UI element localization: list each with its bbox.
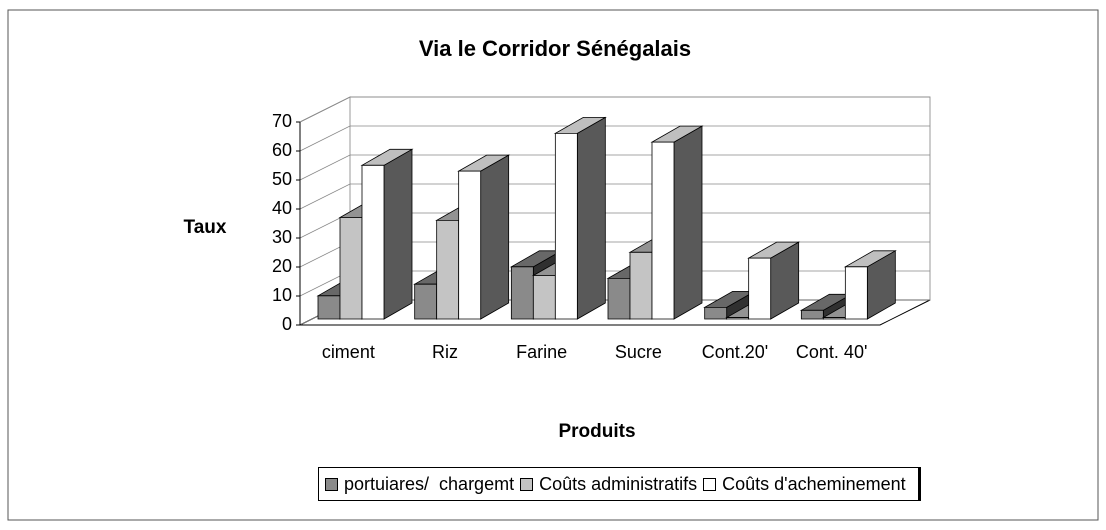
bar-front (436, 219, 460, 320)
legend-item: Coûts d'acheminement (703, 474, 906, 495)
bar-front (726, 317, 750, 320)
y-tick-label: 10 (272, 285, 292, 305)
bar-front (748, 257, 772, 320)
y-tick-label: 60 (272, 140, 292, 160)
bar-front (844, 266, 868, 320)
bar-side (673, 125, 703, 320)
y-tick-label: 20 (272, 256, 292, 276)
bar-front (607, 277, 631, 320)
legend-item: Coûts administratifs (520, 474, 697, 495)
legend-label: portuiares/ chargemt (344, 473, 515, 494)
x-tick-label: Riz (432, 342, 458, 362)
x-tick-label: Sucre (614, 342, 662, 362)
bar-front (361, 164, 385, 320)
bar (457, 154, 511, 320)
x-axis-label: Produits (558, 421, 635, 442)
x-tick-label: Cont.20' (701, 342, 769, 362)
y-axis-label: Taux (184, 217, 227, 238)
chart-border (7, 9, 1099, 521)
legend-swatch (520, 477, 534, 491)
bar-front (339, 217, 363, 320)
y-tick-label: 0 (282, 314, 292, 334)
bar-front (704, 306, 728, 320)
x-tick-label: Farine (516, 342, 568, 362)
x-tick-label: Cont. 40' (795, 342, 868, 362)
bar-front (510, 266, 534, 320)
chart-title: Via le Corridor Sénégalais (419, 36, 691, 61)
bar-front (800, 309, 824, 320)
legend-swatch (703, 477, 717, 491)
bar (650, 125, 704, 320)
bar-front (629, 251, 653, 320)
bar-front (554, 132, 578, 320)
bar-front (822, 317, 846, 320)
bar-front (532, 275, 556, 320)
bar-front (458, 170, 482, 320)
y-tick-label: 70 (272, 111, 292, 131)
legend-swatch (325, 477, 338, 491)
grid-line (299, 125, 930, 152)
bar (360, 148, 414, 320)
bar-front (317, 295, 341, 320)
bar (747, 241, 801, 320)
bar-side (576, 116, 606, 320)
legend-label: Coûts administratifs (539, 473, 698, 494)
bar (843, 250, 897, 320)
grid-line (299, 183, 930, 210)
y-tick-label: 50 (272, 169, 292, 189)
y-tick-label: 40 (272, 198, 292, 218)
bar-side (480, 154, 510, 320)
bar-front (651, 141, 675, 320)
x-tick-label: ciment (321, 342, 375, 362)
grid-line (299, 96, 930, 123)
legend: portuiares/ chargemt Coûts administratifs… (318, 467, 921, 501)
bar (553, 116, 607, 320)
grid-line (299, 154, 930, 181)
bar (799, 293, 853, 320)
legend-item: portuiares/ chargemt (325, 474, 514, 495)
bar-front (414, 283, 438, 320)
y-tick-label: 30 (272, 227, 292, 247)
legend-label: Coûts d'acheminement (722, 473, 906, 494)
bar-side (383, 148, 413, 320)
